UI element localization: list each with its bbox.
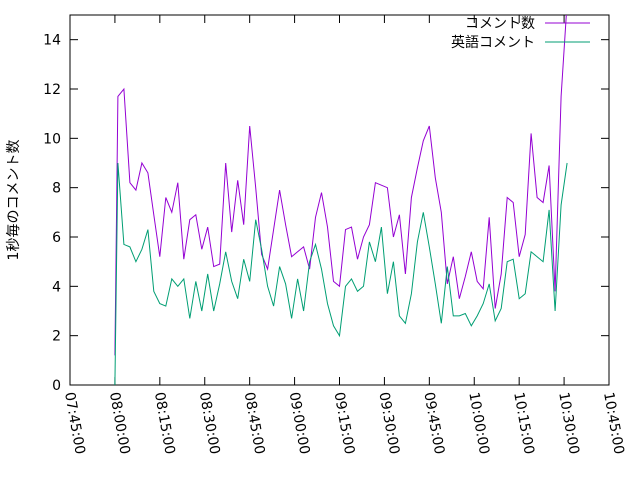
y-tick-label: 4: [52, 279, 61, 295]
x-tick-label: 10:45:00: [600, 391, 627, 456]
x-tick-label: 08:30:00: [196, 391, 223, 456]
data-line: [114, 15, 567, 356]
x-tick-label: 09:30:00: [375, 391, 402, 456]
y-tick-label: 10: [43, 131, 61, 147]
plot-border: [69, 14, 610, 386]
x-tick-label: 08:45:00: [241, 391, 268, 456]
x-tick-label: 09:15:00: [331, 391, 358, 456]
legend-label: コメント数: [465, 16, 535, 32]
x-tick-label: 09:45:00: [420, 391, 447, 456]
x-tick-label: 09:00:00: [286, 391, 313, 456]
y-tick-label: 14: [43, 33, 61, 49]
y-tick-label: 2: [52, 329, 61, 345]
x-tick-label: 08:15:00: [151, 391, 178, 456]
legend-label: 英語コメント: [451, 34, 535, 51]
data-line: [114, 162, 568, 385]
x-tick-label: 08:00:00: [106, 391, 133, 456]
y-tick-label: 12: [43, 82, 61, 98]
y-tick-label: 0: [52, 378, 61, 394]
x-tick-label: 10:15:00: [510, 391, 537, 456]
x-tick-label: 07:45:00: [61, 391, 88, 456]
y-axis-label: 1秒毎のコメント数: [6, 140, 22, 261]
x-tick-label: 10:00:00: [465, 391, 492, 456]
y-tick-label: 6: [52, 230, 61, 246]
x-tick-label: 10:30:00: [555, 391, 582, 456]
y-tick-label: 8: [52, 181, 61, 197]
